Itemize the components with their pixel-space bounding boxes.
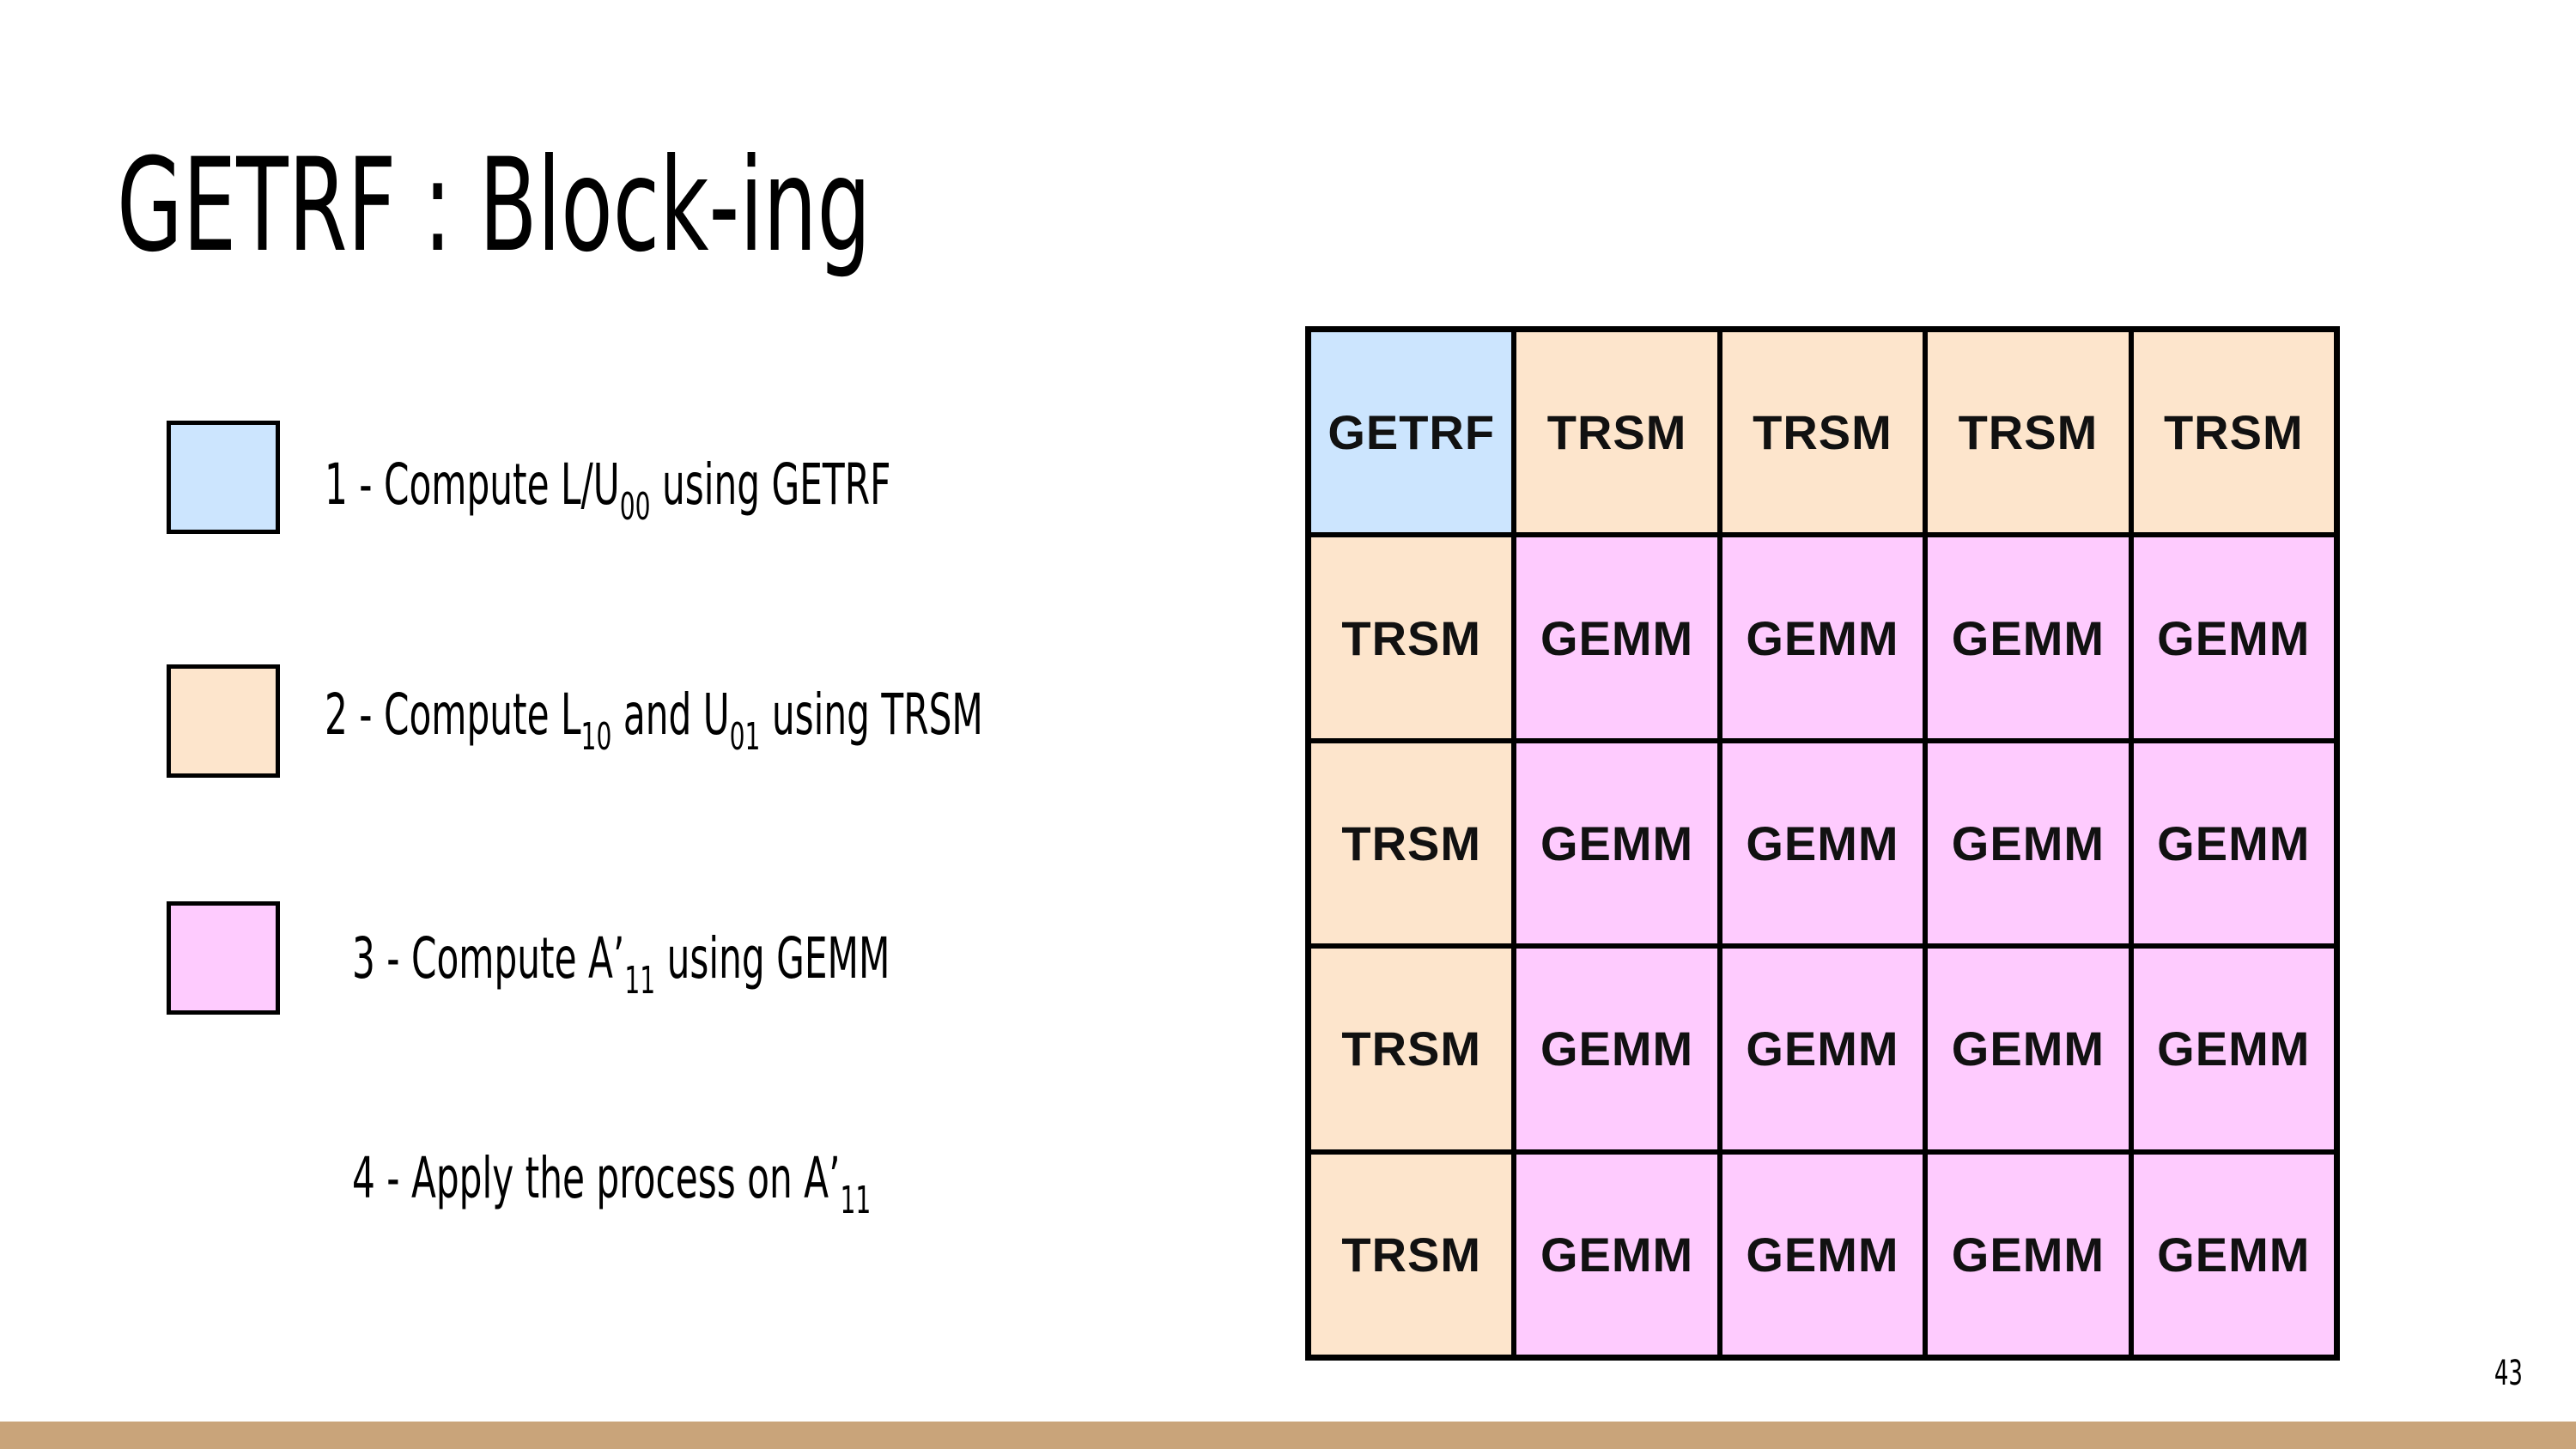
- grid-cell-gemm: GEMM: [1516, 1154, 1717, 1355]
- grid-cell-getrf: GETRF: [1311, 332, 1512, 533]
- legend-item-1-sub: 00: [619, 485, 651, 529]
- grid-cell-gemm: GEMM: [1516, 949, 1717, 1149]
- grid-cell-gemm: GEMM: [1722, 537, 1923, 738]
- grid-cell-gemm: GEMM: [1722, 743, 1923, 944]
- grid-cell-trsm: TRSM: [1311, 537, 1512, 738]
- legend-item-4: 4 - Apply the process on A’11: [352, 1140, 871, 1220]
- legend-swatch-getrf: [167, 421, 280, 534]
- footer-bar: [0, 1422, 2576, 1449]
- legend-item-2-sub-l: 10: [580, 715, 612, 759]
- legend-item-3: 3 - Compute A’11 using GEMM: [352, 920, 890, 1000]
- legend-item-1: 1 - Compute L/U00 using GETRF: [325, 446, 891, 526]
- grid-cell-trsm: TRSM: [1311, 743, 1512, 944]
- grid-cell-gemm: GEMM: [1928, 1154, 2129, 1355]
- legend-item-2-mid: and U: [611, 682, 730, 748]
- legend-item-4-text: 4 - Apply the process on A’: [352, 1145, 841, 1211]
- grid-cell-trsm: TRSM: [1516, 332, 1717, 533]
- legend-item-2-tail: using TRSM: [760, 682, 983, 748]
- grid-cell-gemm: GEMM: [2133, 743, 2334, 944]
- grid-cell-gemm: GEMM: [1928, 743, 2129, 944]
- legend-item-4-sub: 11: [840, 1179, 872, 1222]
- legend-item-1-mid: using GETRF: [650, 452, 891, 518]
- grid-cell-gemm: GEMM: [1516, 537, 1717, 738]
- legend-item-3-mid: using GEMM: [655, 925, 890, 991]
- grid-cell-gemm: GEMM: [1722, 949, 1923, 1149]
- legend-item-2-text: 2 - Compute L: [325, 682, 581, 748]
- grid-cell-gemm: GEMM: [1516, 743, 1717, 944]
- grid-cell-trsm: TRSM: [1722, 332, 1923, 533]
- legend-item-3-sub: 11: [624, 959, 656, 1003]
- legend-item-3-text: 3 - Compute A’: [352, 925, 625, 991]
- grid-cell-gemm: GEMM: [2133, 949, 2334, 1149]
- grid-cell-gemm: GEMM: [1928, 949, 2129, 1149]
- page-number: 43: [2494, 1354, 2523, 1393]
- grid-cell-gemm: GEMM: [2133, 1154, 2334, 1355]
- grid-cell-gemm: GEMM: [1928, 537, 2129, 738]
- slide-title: GETRF : Block-ing: [117, 131, 872, 281]
- grid-cell-trsm: TRSM: [1928, 332, 2129, 533]
- grid-cell-trsm: TRSM: [1311, 949, 1512, 1149]
- grid-cell-gemm: GEMM: [2133, 537, 2334, 738]
- legend-item-2: 2 - Compute L10 and U01 using TRSM: [325, 676, 983, 756]
- legend-swatch-trsm: [167, 664, 280, 778]
- grid-cell-trsm: TRSM: [2133, 332, 2334, 533]
- legend-swatch-gemm: [167, 901, 280, 1015]
- block-grid: GETRF TRSM TRSM TRSM TRSM TRSM GEMM GEMM GEMM GEM…: [1305, 326, 2340, 1361]
- legend-item-2-sub-u: 01: [729, 715, 761, 759]
- legend-item-1-text: 1 - Compute L/U: [325, 452, 620, 518]
- grid-cell-gemm: GEMM: [1722, 1154, 1923, 1355]
- grid-cell-trsm: TRSM: [1311, 1154, 1512, 1355]
